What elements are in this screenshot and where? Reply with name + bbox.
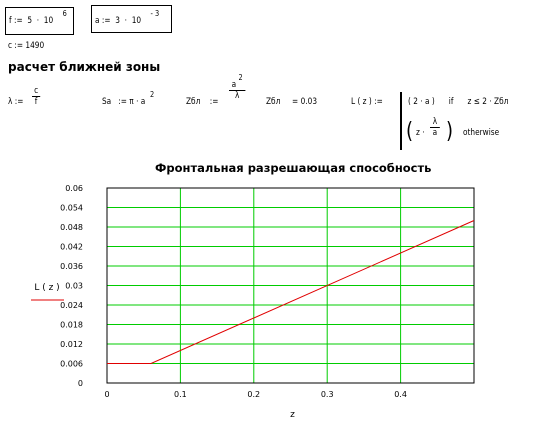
fraction-bar — [229, 90, 246, 91]
zbl-value-rhs: = 0.03 — [292, 97, 318, 107]
zbl-assign: := — [209, 97, 219, 107]
x-tick-label: 0.1 — [174, 390, 187, 399]
lambda-fraction[interactable]: c f — [32, 86, 41, 107]
y-tick-label: 0.024 — [60, 301, 83, 310]
sa-rhs: := π · a — [118, 97, 146, 107]
sa-formula[interactable]: Sa := π · a 2 — [102, 90, 154, 107]
series-line — [107, 220, 475, 364]
case2-z: z · — [416, 128, 425, 138]
y-tick-label: 0.054 — [60, 204, 83, 213]
a-definition: a := 3 · 10 - 3 — [95, 9, 159, 26]
series-layer — [107, 220, 475, 364]
y-axis-label: L ( z ) — [34, 283, 59, 293]
case1[interactable]: ( 2 · a ) if z ≤ 2 · Zбл — [408, 97, 508, 107]
fraction-bar — [32, 96, 41, 97]
zbl-value[interactable]: Zбл = 0.03 — [266, 97, 317, 107]
chart-title: Фронтальная разрешающая способность — [155, 161, 432, 175]
x-tick-label: 0.3 — [321, 390, 334, 399]
zbl-denominator: λ — [235, 91, 240, 101]
case1-condition: z ≤ 2 · Zбл — [467, 97, 509, 107]
f-mantissa: 5 — [27, 16, 33, 26]
case2-denominator: a — [432, 128, 438, 138]
f-definition-box[interactable] — [5, 7, 74, 35]
L-lhs: L ( z ) := — [351, 97, 383, 107]
x-tick-label: 0.2 — [247, 390, 260, 399]
a-definition-box[interactable] — [91, 5, 172, 33]
x-tick-label: 0 — [104, 390, 109, 399]
f-dot: · — [36, 16, 40, 26]
f-exponent: 6 — [62, 9, 67, 18]
lambda-denominator: f — [34, 97, 38, 107]
y-tick-label: 0 — [78, 379, 83, 388]
section-heading: расчет ближней зоны — [8, 60, 161, 74]
a-mantissa: 3 — [115, 16, 120, 26]
x-axis-label: z — [290, 410, 295, 420]
y-tick-label: 0.042 — [60, 243, 83, 252]
lambda-numerator: c — [34, 86, 39, 96]
case2-otherwise: otherwise — [463, 128, 500, 138]
f-lhs: f — [9, 16, 12, 26]
sa-exponent: 2 — [149, 90, 155, 99]
y-tick-label: 0.018 — [60, 321, 83, 330]
zbl-value-lhs: Zбл — [266, 97, 281, 107]
a-lhs: a — [95, 16, 100, 26]
f-definition: f := 5 · 10 6 — [9, 9, 67, 26]
case2-right-paren: ) — [446, 119, 454, 144]
case2[interactable]: ( z · λ a ) otherwise — [406, 117, 526, 151]
zbl-fraction[interactable]: a 2 λ — [229, 73, 246, 101]
piecewise-bar — [400, 92, 402, 150]
y-tick-label: 0.03 — [65, 282, 83, 291]
zbl-numerator-exponent: 2 — [238, 73, 243, 82]
a-dot: · — [124, 16, 128, 26]
a-base: 10 — [131, 16, 142, 26]
y-tick-label: 0.006 — [60, 360, 83, 369]
fraction-bar — [430, 127, 440, 128]
case1-if: if — [448, 97, 454, 107]
case2-left-paren: ( — [406, 119, 414, 144]
c-definition[interactable]: c := 1490 — [8, 41, 45, 51]
f-assign: := — [13, 16, 23, 26]
x-tick-label: 0.4 — [394, 390, 407, 399]
y-tick-label: 0.06 — [65, 184, 83, 193]
y-tick-label: 0.048 — [60, 223, 83, 232]
a-exponent: - 3 — [150, 9, 160, 18]
y-tick-label: 0.012 — [60, 340, 83, 349]
tick-labels: 0 0.006 0.012 0.018 0.024 0.03 0.036 0.042 0.048… — [60, 184, 407, 399]
zbl-numerator-a: a — [231, 80, 237, 90]
case2-numerator: λ — [432, 117, 438, 127]
f-base: 10 — [43, 16, 54, 26]
case1-expression: ( 2 · a ) — [408, 97, 435, 107]
a-assign: := — [101, 16, 111, 26]
case2-fraction: λ a — [430, 117, 440, 138]
plot-frame — [106, 187, 475, 384]
y-tick-label: 0.036 — [60, 262, 83, 271]
grid-layer — [107, 188, 474, 383]
zbl-numerator: a 2 — [231, 73, 243, 90]
sa-lhs: Sa — [102, 97, 112, 107]
lambda-lhs: λ := — [8, 97, 24, 107]
zbl-lhs: Zбл := — [186, 97, 218, 107]
zbl-lhs-name: Zбл — [186, 97, 201, 107]
